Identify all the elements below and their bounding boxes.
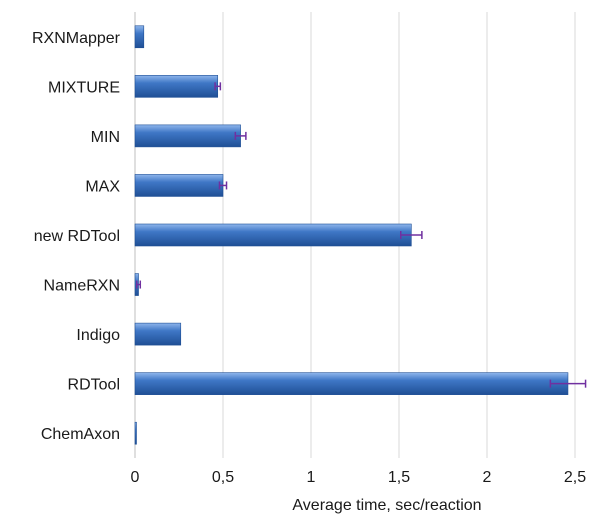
- error-bar: [549, 379, 587, 388]
- error-bar: [214, 82, 222, 91]
- x-tick-label: 1: [307, 469, 316, 486]
- error-bar: [400, 231, 423, 239]
- category-label: new RDTool: [34, 228, 120, 245]
- x-axis-title: Average time, sec/reaction: [292, 497, 481, 514]
- category-label: NameRXN: [44, 278, 120, 295]
- error-bar: [136, 280, 142, 289]
- bar-new-rdtool: [134, 223, 412, 247]
- category-label: MAX: [85, 178, 120, 195]
- x-tick-label: 1,5: [388, 469, 410, 486]
- category-label: RDTool: [68, 377, 120, 394]
- x-tick-labels: 0 0,5 1 1,5 2 2,5: [131, 469, 587, 486]
- x-tick-label: 0: [131, 469, 140, 486]
- error-bar: [234, 131, 247, 140]
- category-labels: RXNMapper MIXTURE MIN MAX new RDTool NameRXN I…: [32, 30, 121, 443]
- x-tick-label: 0,5: [212, 469, 234, 486]
- x-tick-label: 2: [483, 469, 492, 486]
- bar-max: [134, 174, 224, 197]
- error-bar: [218, 181, 228, 190]
- category-label: MIN: [91, 129, 120, 146]
- bars: [134, 25, 569, 445]
- bar-rxnmapper: [134, 25, 145, 49]
- x-tick-label: 2,5: [564, 469, 586, 486]
- bar-chemaxon: [134, 421, 137, 445]
- category-label: Indigo: [76, 327, 120, 344]
- bar-indigo: [134, 322, 182, 346]
- bar-mixture: [134, 75, 219, 98]
- bar-rdtool: [134, 372, 569, 395]
- category-label: ChemAxon: [41, 426, 120, 443]
- category-label: RXNMapper: [32, 30, 121, 47]
- category-label: MIXTURE: [48, 79, 120, 96]
- bar-min: [134, 124, 241, 148]
- error-bars: [136, 82, 587, 388]
